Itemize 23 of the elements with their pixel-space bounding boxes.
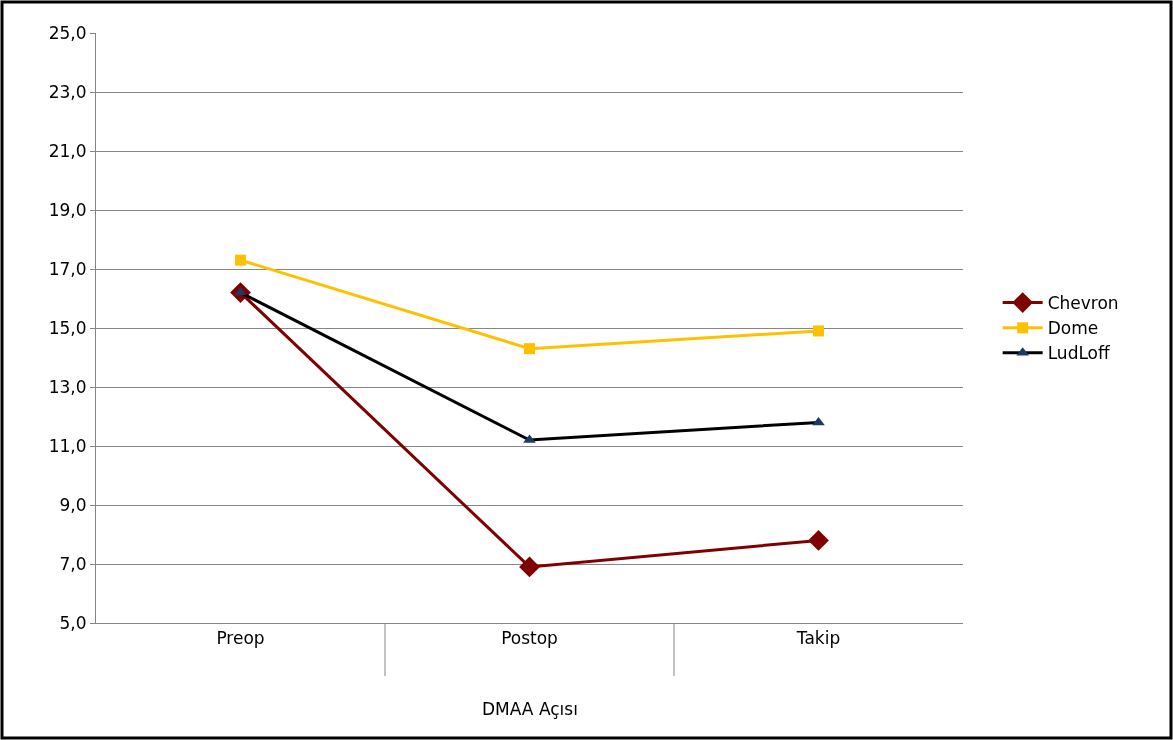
y-tick-label: 25,0: [48, 22, 87, 43]
x-tick-label: Preop: [216, 628, 265, 649]
y-tick-label: 21,0: [48, 140, 87, 161]
point: [808, 530, 829, 551]
y-tick-label: 9,0: [59, 494, 87, 515]
y-tick-label: 7,0: [59, 553, 87, 574]
y-tick-label: 11,0: [48, 435, 87, 456]
y-tick-label: 19,0: [48, 199, 87, 220]
x-tick-label: Takip: [795, 628, 841, 649]
point: [813, 325, 824, 337]
y-tick-label: 15,0: [48, 317, 87, 338]
y-tick-label: 17,0: [48, 258, 87, 279]
point: [524, 343, 535, 355]
x-axis-title: DMAA Açısı: [482, 699, 578, 719]
x-tick-label: Postop: [501, 628, 558, 649]
legend-label: Chevron: [1047, 293, 1119, 314]
legend-label: LudLoff: [1047, 343, 1111, 364]
y-tick-label: 23,0: [48, 81, 87, 102]
y-tick-label: 5,0: [59, 612, 87, 633]
legend-label: Dome: [1047, 318, 1099, 339]
point: [519, 556, 540, 578]
point: [235, 254, 246, 266]
y-tick-label: 13,0: [48, 376, 87, 397]
